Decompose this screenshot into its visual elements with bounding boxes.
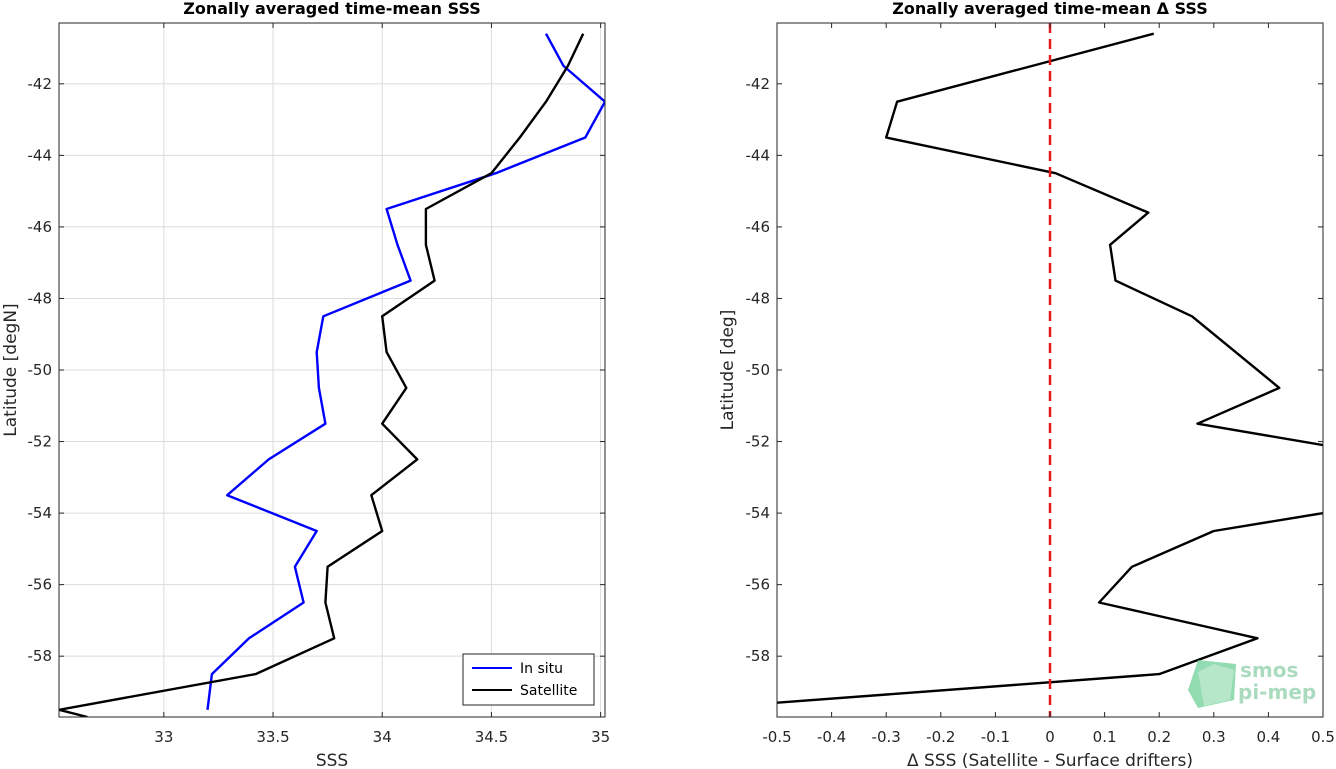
left-y-tick-label: -52 — [28, 433, 53, 451]
series-line-satellite — [59, 33, 585, 717]
logo-text-smos: smos — [1240, 658, 1298, 682]
legend: In situ Satellite — [462, 653, 595, 706]
right-x-tick-label: 0.3 — [1202, 728, 1226, 746]
left-y-tick-label: -44 — [28, 146, 53, 164]
right-x-tick-label: -0.5 — [762, 728, 791, 746]
left-y-tick-label: -56 — [28, 576, 53, 594]
left-y-tick-label: -42 — [28, 75, 53, 93]
right-x-tick-label: 0.5 — [1311, 728, 1335, 746]
left-x-tick-label: 33 — [154, 728, 173, 746]
right-x-tick-label: -0.4 — [817, 728, 846, 746]
right-y-tick-label: -48 — [746, 289, 771, 307]
right-chart-title: Zonally averaged time-mean Δ SSS — [892, 0, 1208, 18]
right-y-tick-label: -56 — [746, 576, 771, 594]
right-y-tick-label: -44 — [746, 146, 771, 164]
left-y-tick-label: -48 — [28, 289, 53, 307]
sss-panel: Zonally averaged time-mean SSS 33 33.5 34 3… — [1, 0, 610, 769]
left-x-tick-label: 33.5 — [256, 728, 289, 746]
left-x-tick-label: 34 — [373, 728, 392, 746]
right-x-tick-label: -0.2 — [926, 728, 955, 746]
right-y-tick-label: -50 — [746, 361, 771, 379]
legend-label-in-situ: In situ — [520, 661, 563, 677]
left-x-tick-label: 34.5 — [475, 728, 508, 746]
logo-text-pi-mep: pi-mep — [1238, 680, 1316, 704]
right-x-tick-label: 0.2 — [1147, 728, 1171, 746]
right-y-axis-label: Latitude [deg] — [718, 310, 738, 431]
left-chart-title: Zonally averaged time-mean SSS — [183, 0, 481, 18]
right-y-tick-label: -54 — [746, 504, 771, 522]
right-y-tick-label: -52 — [746, 433, 771, 451]
left-x-tick-label: 35 — [591, 728, 610, 746]
legend-label-satellite: Satellite — [520, 683, 577, 699]
delta-sss-panel: Zonally averaged time-mean Δ SSS -0.5 -0.… — [718, 0, 1335, 769]
right-x-tick-label: 0.4 — [1256, 728, 1280, 746]
right-x-tick-label: -0.3 — [872, 728, 901, 746]
left-y-tick-label: -46 — [28, 218, 53, 236]
right-x-tick-label: 0.1 — [1093, 728, 1117, 746]
delta-sss-line-segment-2 — [777, 511, 1323, 704]
right-y-tick-label: -42 — [746, 75, 771, 93]
left-y-tick-label: -58 — [28, 647, 53, 665]
left-y-tick-label: -50 — [28, 361, 53, 379]
right-x-axis-label: Δ SSS (Satellite - Surface drifters) — [907, 751, 1193, 769]
left-x-axis-label: SSS — [316, 751, 348, 769]
right-y-tick-label: -58 — [746, 647, 771, 665]
series-line-in-situ — [206, 33, 605, 710]
delta-sss-line-segment-1 — [885, 32, 1323, 447]
right-x-tick-label: 0 — [1045, 728, 1055, 746]
right-x-tick-label: -0.1 — [981, 728, 1010, 746]
legend-box — [462, 653, 595, 706]
left-y-axis-label: Latitude [degN] — [1, 303, 21, 436]
smos-pi-mep-logo: smos pi-mep — [1188, 658, 1316, 708]
right-y-tick-label: -46 — [746, 218, 771, 236]
left-y-tick-label: -54 — [28, 504, 53, 522]
